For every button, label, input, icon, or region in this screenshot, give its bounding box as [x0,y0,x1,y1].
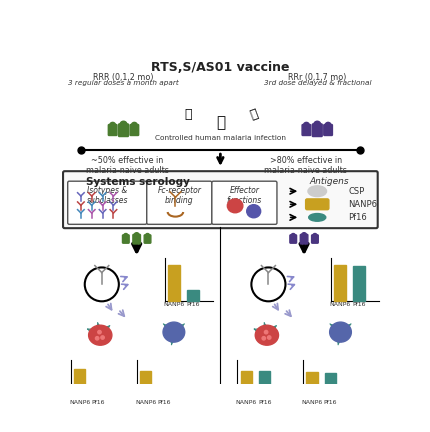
Bar [92,391,104,398]
Circle shape [325,122,331,128]
FancyBboxPatch shape [130,124,139,136]
Text: Antigens: Antigens [309,178,349,186]
FancyBboxPatch shape [302,124,311,136]
Bar [353,266,366,301]
FancyBboxPatch shape [119,124,129,137]
Text: >80% effective in
malaria-naive adults: >80% effective in malaria-naive adults [264,156,347,175]
Bar [187,290,199,301]
Circle shape [262,337,265,340]
Ellipse shape [309,213,326,221]
FancyBboxPatch shape [133,235,141,244]
Text: RTS,S/AS01 vaccine: RTS,S/AS01 vaccine [151,61,290,74]
Text: NANP6: NANP6 [330,302,351,307]
Bar [168,264,180,301]
Circle shape [95,337,99,340]
Circle shape [124,234,128,238]
Circle shape [134,233,139,238]
FancyBboxPatch shape [312,124,322,137]
FancyBboxPatch shape [68,181,147,224]
Text: Pf16: Pf16 [91,400,105,405]
Text: NANP6: NANP6 [348,200,377,209]
Text: NANP6: NANP6 [135,400,156,405]
Circle shape [98,330,101,334]
Ellipse shape [247,205,261,218]
FancyBboxPatch shape [324,124,332,136]
Text: Pf16: Pf16 [258,400,271,405]
Text: NANP6: NANP6 [301,400,323,405]
FancyBboxPatch shape [123,235,129,243]
FancyBboxPatch shape [300,235,308,244]
FancyBboxPatch shape [312,235,318,243]
Text: 💉: 💉 [184,108,192,121]
Text: RRr (0,1,7 mo): RRr (0,1,7 mo) [288,73,347,83]
Bar [259,372,270,398]
Text: NANP6: NANP6 [163,302,184,307]
Text: Controlled human malaria infection: Controlled human malaria infection [155,135,286,141]
Bar [307,372,318,398]
Ellipse shape [330,322,351,342]
FancyBboxPatch shape [290,235,297,243]
Text: 🦟: 🦟 [216,115,225,130]
Text: 3 regular doses a month apart: 3 regular doses a month apart [68,79,179,86]
Text: 3rd dose delayed & fractional: 3rd dose delayed & fractional [264,79,371,86]
Bar [140,371,151,398]
Circle shape [301,233,307,238]
Text: ~50% effective in
malaria-naive adults: ~50% effective in malaria-naive adults [86,156,169,175]
Bar [74,369,86,398]
Ellipse shape [89,325,112,345]
Circle shape [101,336,104,339]
Circle shape [145,234,150,238]
Text: NANP6: NANP6 [236,400,257,405]
FancyBboxPatch shape [144,235,151,243]
Circle shape [267,336,271,339]
Text: Pf16: Pf16 [353,302,366,307]
Text: Isotypes &
subclasses: Isotypes & subclasses [86,186,128,205]
Ellipse shape [308,186,326,197]
Text: Fc-receptor
binding: Fc-receptor binding [157,186,201,205]
Text: Pf16: Pf16 [186,302,200,307]
Bar [158,391,170,398]
Circle shape [120,121,127,128]
Text: 💉: 💉 [248,108,259,122]
Text: NANP6: NANP6 [69,400,90,405]
Bar [334,264,346,301]
Circle shape [313,234,317,238]
Ellipse shape [163,322,185,342]
FancyBboxPatch shape [147,181,212,224]
Text: Pf16: Pf16 [324,400,337,405]
Circle shape [314,121,321,128]
FancyBboxPatch shape [63,171,378,228]
Circle shape [110,122,116,128]
Ellipse shape [255,325,279,345]
Circle shape [304,122,309,128]
Circle shape [291,234,295,238]
Text: Effector
functions: Effector functions [227,186,262,205]
Text: RRR (0,1,2 mo): RRR (0,1,2 mo) [93,73,154,83]
FancyBboxPatch shape [108,124,117,136]
FancyBboxPatch shape [212,181,277,224]
FancyBboxPatch shape [306,199,329,210]
Text: Pf16: Pf16 [348,213,367,222]
Ellipse shape [227,199,243,213]
Circle shape [132,122,137,128]
Text: CSP: CSP [348,187,365,196]
Text: Systems serology: Systems serology [86,178,190,187]
Circle shape [264,330,268,334]
Text: Pf16: Pf16 [157,400,171,405]
Bar [325,373,336,398]
Bar [240,371,252,398]
